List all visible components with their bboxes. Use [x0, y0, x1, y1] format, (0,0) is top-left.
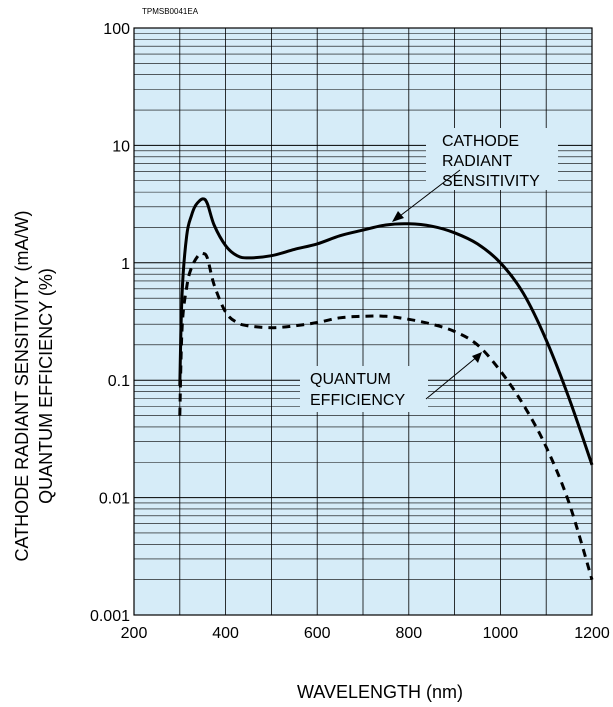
x-tick-label: 600 [304, 625, 331, 642]
sensitivity-label-line1: CATHODE [442, 133, 519, 150]
qe-label-line2: EFFICIENCY [310, 392, 405, 409]
qe-leader-line [425, 355, 479, 400]
y-tick-label: 0.001 [90, 608, 130, 625]
y-axis-ticks: 0.001 0.01 0.1 1 10 100 [90, 21, 130, 625]
x-tick-label: 1000 [483, 625, 519, 642]
y-tick-label: 1 [121, 256, 130, 273]
qe-arrowhead [472, 352, 482, 363]
sensitivity-leader-line [395, 169, 461, 220]
x-tick-label: 400 [212, 625, 239, 642]
sensitivity-arrowhead [392, 211, 404, 222]
y-tick-label: 0.01 [99, 491, 130, 508]
x-tick-label: 200 [121, 625, 148, 642]
y-axis-label-line1: CATHODE RADIANT SENSITIVITY (mA/W) [12, 210, 32, 561]
qe-label-box [300, 366, 428, 412]
plot-border [133, 27, 593, 616]
figure-code: TPMSB0041EA [142, 7, 199, 16]
y-tick-label: 10 [112, 138, 130, 155]
cathode-radiant-sensitivity-line [178, 197, 594, 466]
qe-label-line1: QUANTUM [310, 371, 391, 388]
series-layer [178, 197, 594, 581]
y-tick-label: 100 [103, 21, 130, 38]
y-axis-label-line2: QUANTUM EFFICIENCY (%) [36, 268, 56, 504]
y-tick-label: 0.1 [108, 373, 130, 390]
x-axis-label: WAVELENGTH (nm) [297, 682, 463, 702]
x-axis-ticks: 200 400 600 800 1000 1200 [121, 625, 610, 642]
x-tick-label: 800 [395, 625, 422, 642]
x-tick-label: 1200 [574, 625, 610, 642]
sensitivity-label-line2: RADIANT [442, 153, 512, 170]
annotations: CATHODE RADIANT SENSITIVITY QUANTUM EFFI… [300, 128, 558, 412]
sensitivity-label-line3: SENSITIVITY [442, 173, 540, 190]
